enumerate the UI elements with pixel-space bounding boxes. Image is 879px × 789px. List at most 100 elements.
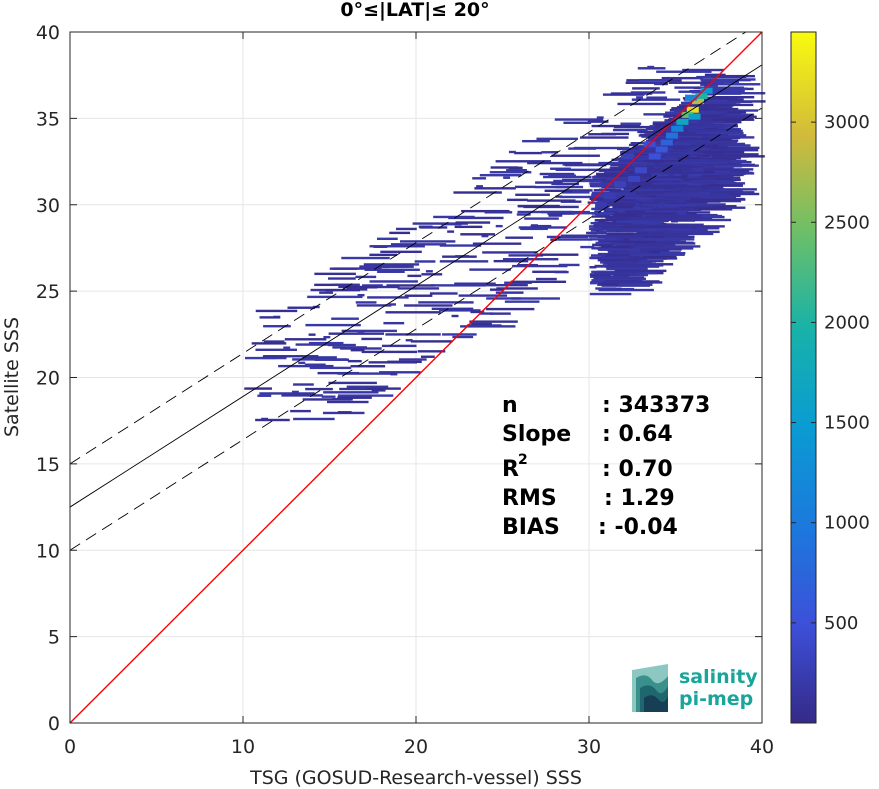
- y-tick-label-10: 10: [36, 540, 60, 562]
- density-cell: [377, 270, 405, 273]
- density-cell: [598, 288, 654, 292]
- density-cell: [704, 73, 726, 77]
- density-cell: [614, 199, 636, 202]
- density-cell: [259, 392, 315, 395]
- density-cell: [544, 189, 573, 192]
- density-cell: [536, 137, 578, 141]
- density-cell: [337, 394, 394, 397]
- density-cell: [680, 190, 702, 193]
- density-cell: [614, 269, 643, 273]
- density-cell: [598, 248, 647, 251]
- density-cell: [302, 356, 337, 359]
- density-cell: [692, 180, 735, 183]
- density-cell: [712, 146, 727, 150]
- density-cell: [633, 154, 655, 157]
- density-cell: [328, 332, 384, 335]
- density-cell: [385, 333, 441, 336]
- density-cell: [637, 67, 666, 70]
- density-cell: [333, 267, 382, 270]
- density-cell: [357, 294, 365, 297]
- density-cell: [697, 168, 754, 171]
- density-cell: [672, 181, 680, 184]
- density-cell: [591, 124, 640, 128]
- density-cell: [624, 225, 674, 228]
- density-cell: [551, 154, 600, 157]
- density-cell: [626, 150, 641, 153]
- density-cell: [534, 185, 570, 189]
- y-tick-label-15: 15: [36, 454, 60, 476]
- density-cell: [671, 154, 693, 157]
- density-cell: [496, 287, 538, 290]
- density-cell: [640, 170, 682, 173]
- density-cell: [704, 144, 719, 148]
- density-cell: [679, 204, 714, 208]
- density-cell: [621, 255, 677, 258]
- density-cell: [701, 184, 743, 187]
- density-cell: [448, 216, 504, 220]
- density-cell: [261, 417, 269, 421]
- density-cell: [636, 252, 686, 255]
- density-cell: [389, 231, 411, 235]
- density-cell: [686, 196, 735, 200]
- density-cell: [541, 151, 556, 154]
- density-cell: [664, 230, 720, 234]
- density-cell: [314, 283, 349, 287]
- density-cell: [328, 343, 356, 347]
- density-cell-hot: [695, 92, 708, 99]
- x-tick-label-30: 30: [577, 736, 601, 758]
- density-cell: [515, 193, 550, 196]
- density-cell: [607, 264, 664, 267]
- density-cell: [331, 317, 359, 320]
- density-cell: [507, 198, 528, 202]
- density-cell: [511, 297, 560, 300]
- density-cell-hot: [671, 125, 684, 132]
- density-cell: [711, 75, 747, 79]
- density-cell: [632, 164, 647, 167]
- density-cell: [350, 348, 365, 352]
- density-cell: [298, 361, 306, 365]
- density-cell: [405, 339, 413, 342]
- density-cell: [632, 233, 689, 236]
- density-cell: [590, 275, 611, 278]
- density-cell: [608, 217, 637, 220]
- density-cell-hot: [627, 175, 640, 182]
- y-tick-label-5: 5: [48, 627, 60, 649]
- density-cell: [255, 348, 297, 352]
- density-cell: [419, 226, 448, 229]
- density-cell: [634, 228, 691, 231]
- density-cell: [594, 210, 602, 214]
- density-cell: [293, 417, 335, 421]
- density-cell: [647, 137, 683, 140]
- stat-bias-value: : -0.04: [598, 515, 678, 540]
- density-cell-hot: [686, 106, 699, 113]
- density-cell: [430, 284, 487, 287]
- density-cell: [390, 373, 398, 376]
- density-cell: [597, 259, 640, 262]
- density-cell: [493, 259, 529, 263]
- density-cell: [453, 191, 502, 194]
- density-cell: [594, 223, 616, 226]
- density-cell: [656, 234, 677, 238]
- logo-line2: pi-mep: [679, 688, 753, 710]
- density-cell: [658, 176, 687, 179]
- stat-r2-value: : 0.70: [602, 457, 673, 482]
- density-cell: [680, 101, 737, 105]
- density-cell: [691, 203, 726, 206]
- density-cell: [564, 163, 607, 167]
- density-cell: [632, 221, 660, 225]
- density-cell: [451, 314, 459, 318]
- density-cell: [704, 146, 760, 150]
- density-cell: [685, 200, 721, 203]
- density-cell: [701, 165, 715, 168]
- density-cell: [685, 178, 741, 182]
- density-cell: [596, 207, 652, 211]
- density-cell: [616, 220, 651, 223]
- density-cell: [506, 169, 527, 172]
- density-cell: [611, 158, 619, 162]
- density-cell: [597, 200, 640, 204]
- colorbar-tick-label-1500: 1500: [824, 413, 870, 434]
- density-cell: [474, 187, 516, 190]
- density-cell: [341, 329, 397, 333]
- density-cell: [636, 96, 644, 99]
- density-cell: [486, 283, 528, 287]
